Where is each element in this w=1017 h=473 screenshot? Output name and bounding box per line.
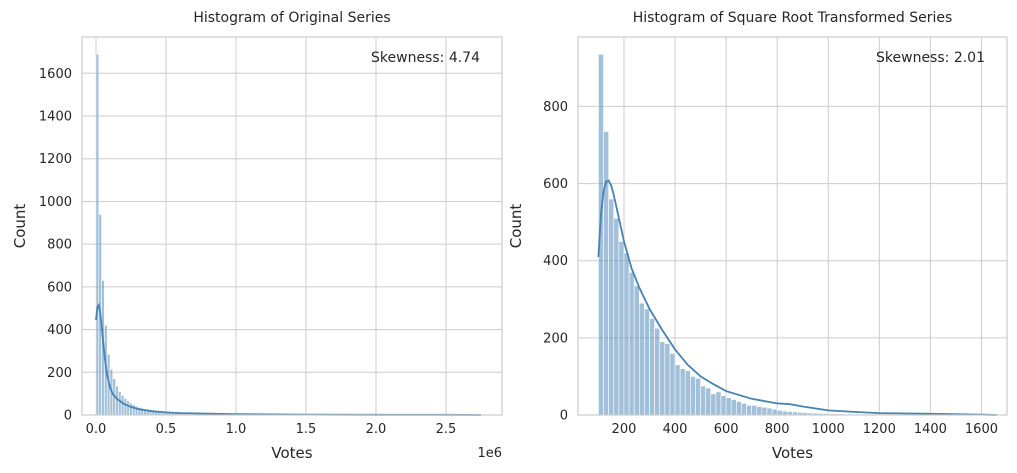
x-tick-label: 0.0 bbox=[86, 422, 107, 437]
histogram-bar bbox=[751, 405, 758, 416]
histogram-bar bbox=[715, 391, 722, 416]
chart-title: Histogram of Original Series bbox=[193, 10, 390, 26]
y-tick-label: 1400 bbox=[39, 110, 72, 125]
skewness-annotation: Skewness: 4.74 bbox=[371, 50, 480, 66]
histogram-bar bbox=[608, 198, 615, 416]
x-tick-label: 400 bbox=[663, 422, 688, 437]
x-tick-label: 200 bbox=[612, 422, 637, 437]
histogram-bar bbox=[700, 385, 706, 416]
x-tick-label: 600 bbox=[714, 422, 739, 437]
histogram-bar bbox=[118, 391, 122, 416]
histogram-bar bbox=[669, 352, 676, 416]
histogram-bar bbox=[633, 285, 640, 416]
histogram-bar bbox=[710, 393, 717, 416]
histogram-bar bbox=[705, 387, 712, 416]
y-tick-label: 200 bbox=[543, 331, 568, 346]
histogram-bar bbox=[695, 378, 701, 416]
histogram-bar bbox=[741, 403, 747, 416]
histogram-bar bbox=[679, 368, 686, 416]
histogram-bar bbox=[120, 395, 125, 416]
histogram-bar bbox=[132, 404, 136, 416]
histogram-bar bbox=[684, 370, 691, 416]
histogram-bar bbox=[644, 308, 650, 416]
y-tick-label: 800 bbox=[47, 238, 72, 253]
histogram-bar bbox=[649, 318, 655, 416]
histogram-bar bbox=[690, 376, 696, 416]
y-tick-label: 400 bbox=[543, 254, 568, 269]
histogram-bar bbox=[126, 400, 130, 416]
histogram-bar bbox=[129, 402, 133, 416]
y-tick-label: 200 bbox=[47, 366, 72, 381]
x-axis-label: Votes bbox=[772, 444, 813, 462]
y-tick-label: 1600 bbox=[39, 67, 72, 82]
original-series-histogram: 0.0 0.5 1.0 1.5 2.0 2.5 0 200 400 600 800 1000 1200 1… bbox=[11, 10, 503, 462]
y-tick-label: 400 bbox=[47, 323, 72, 338]
x-tick-label: 1600 bbox=[965, 422, 998, 437]
y-tick-label: 1200 bbox=[39, 152, 72, 167]
y-tick-label: 600 bbox=[543, 177, 568, 192]
chart-title: Histogram of Square Root Transformed Ser… bbox=[633, 10, 953, 26]
histogram-bar bbox=[674, 364, 681, 416]
histogram-bar bbox=[664, 343, 671, 416]
histogram-bar bbox=[638, 302, 645, 416]
plot-frame bbox=[81, 36, 503, 416]
x-tick-label: 800 bbox=[765, 422, 790, 437]
sqrt-series-histogram: 200 400 600 800 1000 1200 1400 1600 0 200 400 600 80… bbox=[507, 10, 1008, 462]
histogram-bar bbox=[618, 241, 625, 416]
x-tick-label: 1400 bbox=[914, 422, 947, 437]
histogram-bar bbox=[730, 399, 737, 416]
x-tick-label: 1000 bbox=[812, 422, 845, 437]
histogram-bar bbox=[756, 406, 763, 416]
x-tick-label: 2.0 bbox=[366, 422, 387, 437]
histogram-bar bbox=[613, 217, 620, 416]
histogram-bar bbox=[725, 397, 732, 416]
kde-line bbox=[597, 179, 997, 416]
histogram-bar bbox=[720, 395, 727, 416]
x-tick-label: 1.5 bbox=[296, 422, 317, 437]
x-offset-label: 1e6 bbox=[477, 446, 502, 461]
histogram-bar bbox=[623, 252, 630, 416]
histogram-bar bbox=[603, 131, 609, 416]
histogram-bar bbox=[654, 327, 661, 416]
histogram-bar bbox=[776, 410, 783, 416]
y-tick-label: 1000 bbox=[39, 195, 72, 210]
skewness-annotation: Skewness: 2.01 bbox=[876, 50, 985, 66]
histogram-bar bbox=[771, 408, 778, 416]
histogram-bar bbox=[736, 401, 742, 416]
y-tick-label: 0 bbox=[560, 409, 568, 424]
y-tick-label: 600 bbox=[47, 280, 72, 295]
histogram-bar bbox=[123, 398, 128, 416]
histogram-bar bbox=[628, 271, 635, 416]
x-tick-label: 0.5 bbox=[156, 422, 177, 437]
histogram-bar bbox=[746, 405, 752, 416]
x-tick-label: 1.0 bbox=[226, 422, 247, 437]
y-tick-label: 800 bbox=[543, 100, 568, 115]
histogram-bar bbox=[761, 406, 768, 416]
x-axis-label: Votes bbox=[271, 444, 312, 462]
y-axis-label: Count bbox=[507, 204, 525, 249]
x-tick-label: 2.5 bbox=[436, 422, 457, 437]
histogram-bar bbox=[659, 341, 666, 416]
histogram-bar bbox=[95, 53, 100, 416]
plot-frame bbox=[577, 36, 1008, 416]
kde-line bbox=[95, 302, 482, 416]
x-tick-label: 1200 bbox=[863, 422, 896, 437]
y-axis-label: Count bbox=[11, 204, 29, 249]
y-tick-label: 0 bbox=[64, 409, 72, 424]
histogram-bar bbox=[766, 407, 773, 416]
